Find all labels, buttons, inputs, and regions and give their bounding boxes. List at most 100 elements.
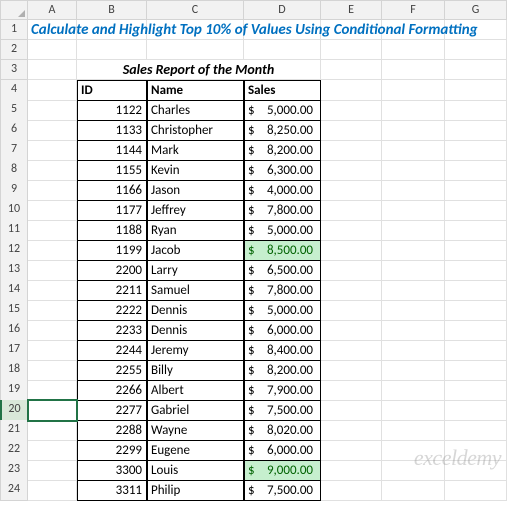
cell-id[interactable]: 1166	[77, 180, 147, 201]
cell-name[interactable]: Ryan	[147, 220, 244, 241]
cell-sales[interactable]: $7,900.00	[244, 380, 321, 401]
cell[interactable]	[382, 80, 445, 101]
cell-sales[interactable]: $7,800.00	[244, 200, 321, 221]
cell[interactable]	[28, 240, 77, 261]
cell[interactable]	[321, 460, 382, 481]
cell[interactable]	[321, 160, 382, 181]
cell[interactable]	[382, 200, 445, 221]
cell[interactable]	[382, 280, 445, 301]
cell-id[interactable]: 2299	[77, 440, 147, 461]
cell[interactable]	[321, 440, 382, 461]
cell[interactable]	[28, 400, 77, 421]
cell[interactable]	[321, 480, 382, 501]
cell[interactable]	[445, 200, 507, 221]
cell[interactable]	[321, 380, 382, 401]
cell[interactable]	[321, 320, 382, 341]
select-all-corner[interactable]	[0, 0, 28, 20]
cell[interactable]	[445, 300, 507, 321]
cell-name[interactable]: Billy	[147, 360, 244, 381]
cell[interactable]	[147, 40, 244, 60]
cell[interactable]	[445, 400, 507, 421]
cell-name[interactable]: Jeffrey	[147, 200, 244, 221]
cell-name[interactable]: Louis	[147, 460, 244, 481]
cell[interactable]	[321, 180, 382, 201]
cell-id[interactable]: 1199	[77, 240, 147, 261]
cell-name[interactable]: Philip	[147, 480, 244, 501]
cell[interactable]	[382, 420, 445, 441]
cell-sales[interactable]: $6,300.00	[244, 160, 321, 181]
row-header-8[interactable]: 8	[0, 160, 28, 181]
cell[interactable]	[28, 440, 77, 461]
cell[interactable]	[445, 160, 507, 181]
cell[interactable]	[321, 20, 382, 40]
cell-id[interactable]: 1155	[77, 160, 147, 181]
cell[interactable]	[445, 100, 507, 121]
cell[interactable]	[28, 220, 77, 241]
report-title[interactable]: Sales Report of the Month	[77, 60, 321, 80]
row-header-21[interactable]: 21	[0, 420, 28, 441]
cell[interactable]	[28, 120, 77, 141]
column-header-G[interactable]: G	[445, 0, 507, 20]
cell[interactable]	[28, 160, 77, 181]
row-header-23[interactable]: 23	[0, 460, 28, 481]
cell[interactable]	[382, 20, 445, 40]
cell[interactable]	[445, 80, 507, 101]
cell[interactable]	[382, 360, 445, 381]
cell[interactable]	[28, 60, 77, 80]
column-header-B[interactable]: B	[77, 0, 147, 20]
cell[interactable]	[445, 280, 507, 301]
cell[interactable]	[321, 400, 382, 421]
cell[interactable]	[382, 60, 445, 80]
cell[interactable]	[244, 20, 321, 40]
cell[interactable]	[382, 120, 445, 141]
cell-name[interactable]: Kevin	[147, 160, 244, 181]
cell-name[interactable]: Charles	[147, 100, 244, 121]
cell[interactable]	[321, 100, 382, 121]
row-header-10[interactable]: 10	[0, 200, 28, 221]
row-header-18[interactable]: 18	[0, 360, 28, 381]
cell[interactable]	[28, 20, 77, 40]
column-header-E[interactable]: E	[321, 0, 382, 20]
cell[interactable]	[382, 480, 445, 501]
cell[interactable]	[382, 400, 445, 421]
cell-name[interactable]: Jason	[147, 180, 244, 201]
cell-id[interactable]: 3311	[77, 480, 147, 501]
cell-name[interactable]: Mark	[147, 140, 244, 161]
cell-sales[interactable]: $9,000.00	[244, 460, 321, 481]
cell[interactable]	[28, 300, 77, 321]
cell[interactable]	[28, 360, 77, 381]
cell[interactable]	[77, 20, 147, 40]
cell[interactable]	[445, 120, 507, 141]
cell-sales[interactable]: $8,020.00	[244, 420, 321, 441]
cell-id[interactable]: 2222	[77, 300, 147, 321]
row-header-5[interactable]: 5	[0, 100, 28, 121]
cell[interactable]	[382, 380, 445, 401]
cell[interactable]	[445, 180, 507, 201]
cell[interactable]	[147, 20, 244, 40]
cell[interactable]	[382, 140, 445, 161]
row-header-7[interactable]: 7	[0, 140, 28, 161]
cell-id[interactable]: 1144	[77, 140, 147, 161]
cell-sales[interactable]: $5,000.00	[244, 220, 321, 241]
cell-sales[interactable]: $7,500.00	[244, 400, 321, 421]
cell-name[interactable]: Dennis	[147, 300, 244, 321]
cell[interactable]	[382, 240, 445, 261]
table-header-sales[interactable]: Sales	[244, 80, 321, 101]
cell[interactable]	[445, 220, 507, 241]
cell[interactable]	[28, 260, 77, 281]
cell-name[interactable]: Samuel	[147, 280, 244, 301]
row-header-14[interactable]: 14	[0, 280, 28, 301]
spreadsheet-grid[interactable]: ABCDEFG 123Sales Report of the Month4IDN…	[0, 0, 523, 500]
row-header-13[interactable]: 13	[0, 260, 28, 281]
cell[interactable]	[321, 260, 382, 281]
row-header-24[interactable]: 24	[0, 480, 28, 501]
cell[interactable]	[445, 320, 507, 341]
cell[interactable]	[445, 380, 507, 401]
cell[interactable]	[321, 220, 382, 241]
cell-id[interactable]: 1133	[77, 120, 147, 141]
cell-name[interactable]: Wayne	[147, 420, 244, 441]
cell-id[interactable]: 2288	[77, 420, 147, 441]
row-header-2[interactable]: 2	[0, 40, 28, 60]
cell-sales[interactable]: $8,500.00	[244, 240, 321, 261]
cell[interactable]	[445, 440, 507, 461]
